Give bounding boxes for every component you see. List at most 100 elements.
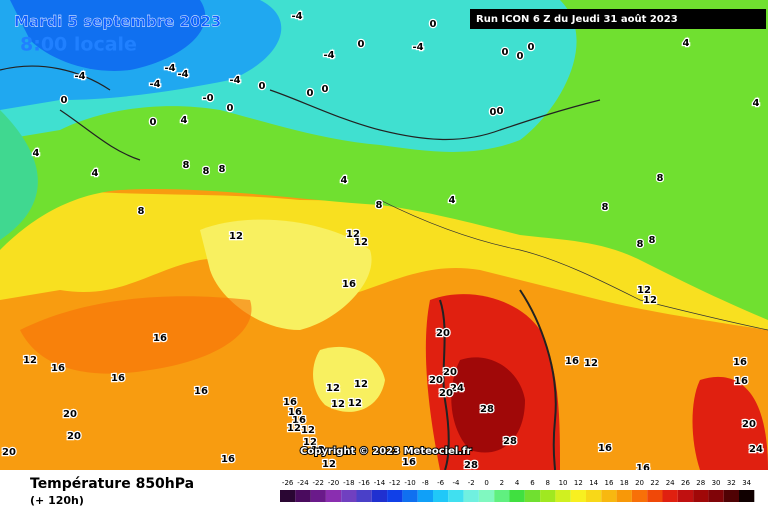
contour-label: 0 bbox=[497, 106, 504, 117]
contour-label: 16 bbox=[111, 373, 125, 384]
run-box bbox=[470, 9, 766, 29]
contour-label: 0 bbox=[307, 88, 314, 99]
contour-label: -4 bbox=[149, 79, 160, 90]
contour-label: 0 bbox=[502, 47, 509, 58]
copyright: Copyright © 2023 Meteociel.fr bbox=[300, 446, 471, 457]
contour-label: 0 bbox=[517, 51, 524, 62]
contour-label: 8 bbox=[649, 235, 656, 246]
scale-label: -14 bbox=[374, 479, 386, 487]
scale-label: -6 bbox=[437, 479, 445, 487]
scale-swatch bbox=[662, 490, 678, 502]
scale-label: -20 bbox=[328, 479, 339, 487]
contour-label: 16 bbox=[288, 407, 302, 418]
scale-swatch bbox=[387, 490, 403, 502]
scale-label: 12 bbox=[574, 479, 583, 487]
contour-label: 0 bbox=[358, 39, 365, 50]
contour-label: 8 bbox=[637, 239, 644, 250]
contour-label: 12 bbox=[354, 237, 368, 248]
contour-label: 12 bbox=[346, 229, 360, 240]
contour-label: -4 bbox=[177, 69, 188, 80]
scale-label: -16 bbox=[358, 479, 370, 487]
scale-swatch bbox=[647, 490, 663, 502]
contour-label: -4 bbox=[323, 50, 334, 61]
contour-label: 16 bbox=[194, 386, 208, 397]
contour-label: 24 bbox=[450, 383, 464, 394]
contour-label: 28 bbox=[480, 404, 494, 415]
scale-label: 30 bbox=[712, 479, 721, 487]
contour-label: 12 bbox=[311, 445, 325, 456]
contour-label: 0 bbox=[61, 95, 68, 106]
scale-swatch bbox=[494, 490, 510, 502]
scale-swatch bbox=[631, 490, 648, 502]
contour-label: 0 bbox=[150, 117, 157, 128]
contour-label: 20 bbox=[436, 328, 450, 339]
forecast-date: Mardi 5 septembre 2023 bbox=[14, 13, 221, 31]
contour-label: 16 bbox=[402, 457, 416, 468]
scale-label: 6 bbox=[530, 479, 535, 487]
scale-swatch bbox=[708, 490, 724, 502]
contour-label: 0 bbox=[259, 81, 266, 92]
scale-swatch bbox=[371, 490, 388, 502]
contour-label: 8 bbox=[602, 202, 609, 213]
contour-label: 12 bbox=[23, 355, 37, 366]
contour-label: -0 bbox=[202, 93, 213, 104]
scale-label: 10 bbox=[559, 479, 568, 487]
contour-label: -4 bbox=[74, 71, 85, 82]
contour-label: -4 bbox=[229, 75, 240, 86]
run-info: Run ICON 6 Z du Jeudi 31 août 2023 bbox=[476, 13, 678, 25]
scale-swatch bbox=[570, 490, 586, 502]
scale-swatch bbox=[739, 490, 755, 502]
contour-label: 16 bbox=[598, 443, 612, 454]
scale-swatch bbox=[616, 490, 632, 502]
forecast-time: 8:00 locale bbox=[20, 34, 137, 56]
contour-label: 12 bbox=[229, 231, 243, 242]
scale-label: 24 bbox=[666, 479, 675, 487]
contour-label: 12 bbox=[303, 437, 317, 448]
contour-label: 20 bbox=[443, 367, 457, 378]
scale-swatch bbox=[448, 490, 464, 502]
scale-label: 0 bbox=[484, 479, 488, 487]
contour-label: 4 bbox=[683, 38, 690, 49]
contour-label: 12 bbox=[584, 358, 598, 369]
scale-label: 18 bbox=[620, 479, 629, 487]
scale-swatch bbox=[433, 490, 449, 502]
scale-swatch bbox=[463, 490, 479, 502]
contour-label: 20 bbox=[67, 431, 81, 442]
scale-label: 34 bbox=[742, 479, 751, 487]
contour-label: 28 bbox=[503, 436, 517, 447]
contour-label: 28 bbox=[464, 460, 478, 471]
contour-label: 12 bbox=[301, 425, 315, 436]
contour-label: 12 bbox=[287, 423, 301, 434]
scale-label: -22 bbox=[313, 479, 324, 487]
scale-label: 28 bbox=[696, 479, 705, 487]
scale-swatch bbox=[341, 490, 357, 502]
scale-swatch bbox=[524, 490, 541, 502]
scale-swatch bbox=[356, 490, 372, 502]
contour-label: 4 bbox=[33, 148, 40, 159]
contour-label: 0 bbox=[227, 103, 234, 114]
contour-label: 24 bbox=[749, 444, 763, 455]
scale-swatch bbox=[280, 490, 296, 502]
contour-label: 16 bbox=[283, 397, 297, 408]
scale-label: 32 bbox=[727, 479, 736, 487]
scale-swatch bbox=[478, 490, 495, 502]
contour-label: 4 bbox=[753, 98, 760, 109]
contour-label: 4 bbox=[449, 195, 456, 206]
contour-label: 12 bbox=[354, 379, 368, 390]
scale-swatch bbox=[677, 490, 694, 502]
scale-label: -24 bbox=[297, 479, 309, 487]
scale-label: -2 bbox=[468, 479, 475, 487]
scale-label: -4 bbox=[452, 479, 460, 487]
scale-swatch bbox=[509, 490, 525, 502]
scale-label: -12 bbox=[389, 479, 400, 487]
contour-label: 8 bbox=[203, 166, 210, 177]
contour-label: 8 bbox=[657, 173, 664, 184]
contour-label: 12 bbox=[322, 459, 336, 470]
contour-label: 16 bbox=[153, 333, 167, 344]
scale-swatch bbox=[723, 490, 739, 502]
contour-label: 16 bbox=[734, 376, 748, 387]
scale-label: -18 bbox=[343, 479, 354, 487]
contour-label: -4 bbox=[412, 42, 423, 53]
